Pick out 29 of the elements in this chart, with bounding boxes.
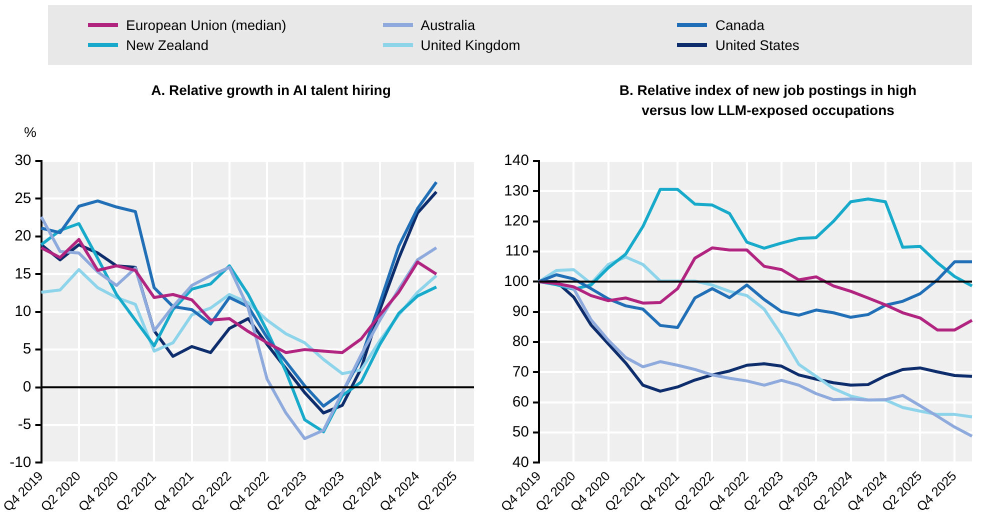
y-tick-label: 50: [512, 424, 530, 441]
y-tick-label: 25: [14, 190, 32, 207]
y-tick-label: 130: [504, 182, 530, 200]
y-tick-label: 80: [512, 333, 530, 350]
legend-label: Canada: [715, 17, 764, 33]
y-tick-label: 15: [14, 265, 32, 282]
y-tick-label: 120: [504, 212, 530, 230]
y-tick-label: -5: [18, 416, 32, 434]
y-tick-label: 10: [14, 302, 32, 320]
y-tick-label: 70: [512, 363, 530, 380]
y-tick-label: 140: [504, 152, 530, 170]
legend-label: United Kingdom: [420, 37, 520, 53]
legend-label: New Zealand: [126, 37, 208, 53]
y-tick-label: 100: [504, 272, 530, 290]
y-axis-title: %: [24, 124, 36, 140]
y-tick-label: 110: [505, 242, 530, 260]
chart-title: A. Relative growth in AI talent hiring: [150, 81, 392, 100]
y-tick-label: 20: [14, 228, 32, 245]
y-tick-label: 60: [512, 394, 530, 411]
legend-label: Australia: [420, 17, 476, 33]
chart-title: B. Relative index of new job postings in high versus low LLM-exposed occupations: [618, 81, 918, 120]
y-tick-label: 5: [22, 340, 32, 358]
y-tick-label: 40: [512, 454, 530, 471]
y-tick-label: 30: [14, 152, 32, 170]
y-tick-label: 0: [22, 378, 32, 396]
legend-label: United States: [715, 37, 800, 53]
y-tick-label: 90: [512, 302, 530, 320]
legend-label: European Union (median): [126, 17, 286, 33]
y-tick-label: -10: [10, 454, 32, 471]
